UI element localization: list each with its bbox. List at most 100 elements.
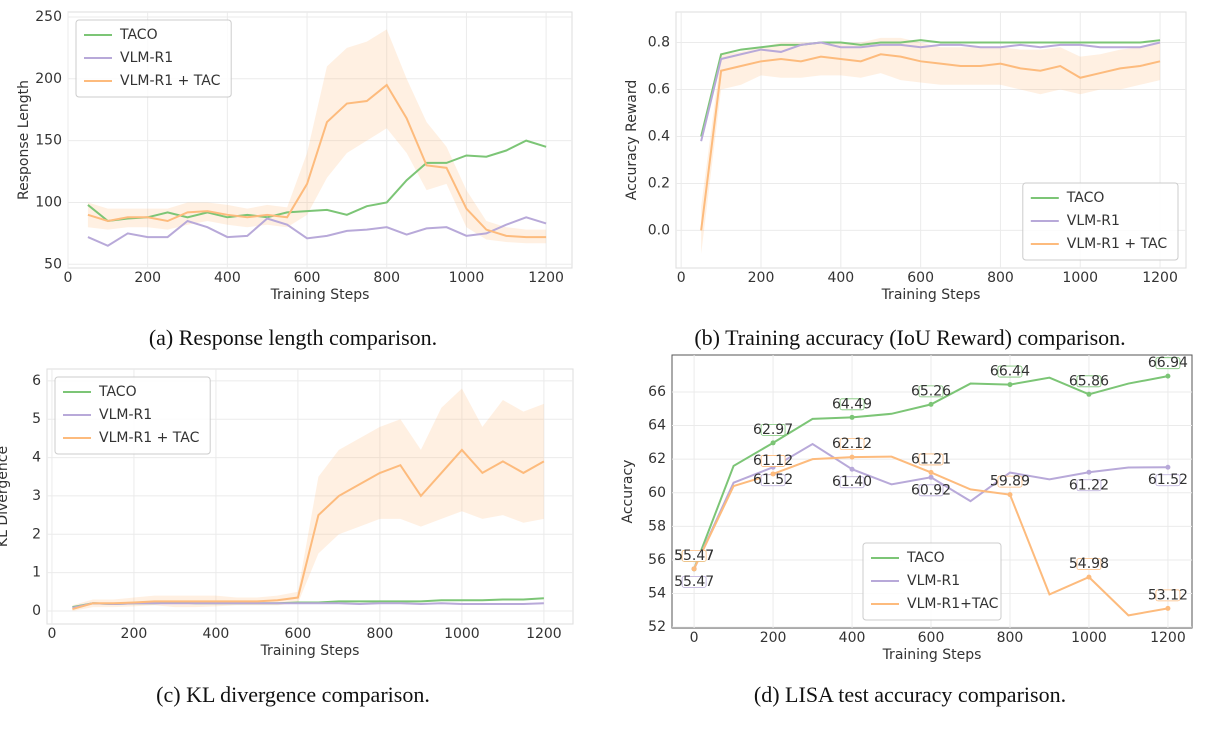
y-tick-label: 58 [648, 518, 666, 534]
label-box [1155, 589, 1181, 602]
x-tick-label: 400 [203, 626, 230, 642]
y-tick-label: 250 [35, 9, 62, 25]
y-tick-label: 0.4 [648, 128, 670, 144]
label-box [918, 453, 944, 466]
data-label: 61.40 [832, 474, 872, 490]
legend-box [54, 376, 211, 455]
x-tick-label: 1000 [449, 270, 485, 286]
confidence-band [87, 29, 547, 244]
x-tick-label: 0 [47, 626, 56, 642]
data-point [1165, 605, 1171, 611]
x-tick-label: 0 [64, 270, 73, 286]
data-label: 61.21 [911, 451, 951, 467]
label-box [1155, 474, 1181, 487]
y-tick-label: 6 [32, 373, 41, 389]
data-point [849, 414, 855, 420]
confidence-band [701, 37, 1161, 254]
x-tick-label: 200 [134, 270, 161, 286]
data-point [1007, 492, 1013, 498]
data-label: 61.22 [1069, 477, 1109, 493]
data-label: 65.86 [1069, 373, 1109, 389]
x-axis-label: Training Steps [881, 287, 981, 303]
data-point [928, 469, 934, 475]
y-tick-label: 1 [32, 565, 41, 581]
y-tick-label: 150 [35, 133, 62, 149]
y-tick-label: 64 [648, 418, 666, 434]
x-tick-label: 800 [997, 630, 1024, 646]
data-label: 61.52 [1148, 472, 1188, 488]
x-tick-label: 1200 [1150, 630, 1186, 646]
y-tick-label: 0.6 [648, 82, 670, 98]
series-line [72, 448, 545, 611]
legend-label: VLM-R1 [907, 573, 960, 589]
x-tick-label: 600 [285, 626, 312, 642]
x-tick-label: 400 [214, 270, 241, 286]
data-label: 61.52 [753, 472, 793, 488]
data-label: 66.44 [990, 364, 1030, 380]
x-tick-label: 600 [918, 630, 945, 646]
label-box [1155, 357, 1181, 370]
legend-label: TACO [1066, 190, 1105, 206]
series-line [700, 39, 1161, 137]
x-tick-label: 200 [748, 270, 775, 286]
series-line [700, 53, 1161, 231]
y-tick-label: 52 [648, 619, 666, 635]
x-tick-label: 1200 [528, 270, 564, 286]
x-tick-label: 0 [677, 270, 686, 286]
x-tick-label: 600 [294, 270, 321, 286]
y-tick-label: 200 [35, 71, 62, 87]
y-tick-label: 50 [44, 256, 62, 272]
label-box [760, 423, 786, 436]
data-label: 60.92 [911, 482, 951, 498]
legend-box [75, 19, 232, 98]
x-tick-label: 800 [373, 270, 400, 286]
y-tick-label: 3 [32, 488, 41, 504]
y-axis-label: Accuracy Reward [624, 80, 640, 201]
label-box [997, 475, 1023, 488]
series-line [700, 41, 1161, 142]
x-tick-label: 200 [760, 630, 787, 646]
data-label: 61.12 [753, 453, 793, 469]
y-tick-label: 5 [32, 411, 41, 427]
legend-label: VLM-R1 [99, 407, 152, 423]
x-tick-label: 0 [690, 630, 699, 646]
legend-label: VLM-R1 + TAC [1067, 236, 1168, 252]
label-box [1076, 375, 1102, 388]
data-label: 54.98 [1069, 556, 1109, 572]
legend-label: TACO [119, 27, 158, 43]
x-axis-label: Training Steps [260, 643, 360, 659]
label-box [997, 365, 1023, 378]
data-point [1165, 373, 1171, 379]
y-tick-label: 56 [648, 552, 666, 568]
y-tick-label: 54 [648, 586, 666, 602]
data-point [1086, 469, 1092, 475]
x-tick-label: 400 [827, 270, 854, 286]
label-box [839, 398, 865, 411]
data-point [1086, 574, 1092, 580]
data-point [691, 566, 697, 572]
x-tick-label: 1200 [1142, 270, 1178, 286]
legend-label: VLM-R1 + TAC [120, 73, 221, 89]
label-box [1076, 558, 1102, 570]
label-box [918, 385, 944, 398]
label-box [760, 455, 786, 467]
legend-label: VLM-R1 [120, 50, 173, 66]
data-point [849, 454, 855, 460]
caption: (a) Response length comparison. [149, 325, 437, 350]
label-box [918, 484, 944, 497]
x-tick-label: 1200 [526, 626, 562, 642]
data-label: 55.47 [674, 548, 714, 564]
series-line [87, 139, 547, 223]
data-label: 62.97 [753, 422, 793, 438]
data-label: 66.94 [1148, 355, 1188, 371]
y-tick-label: 0.0 [648, 222, 670, 238]
data-label: 55.47 [674, 574, 714, 590]
series-line [87, 83, 547, 239]
x-tick-label: 400 [839, 630, 866, 646]
data-label: 62.12 [832, 436, 872, 452]
confidence-band [72, 388, 544, 611]
label-box [681, 575, 707, 588]
y-tick-label: 4 [32, 450, 41, 466]
x-tick-label: 600 [907, 270, 934, 286]
